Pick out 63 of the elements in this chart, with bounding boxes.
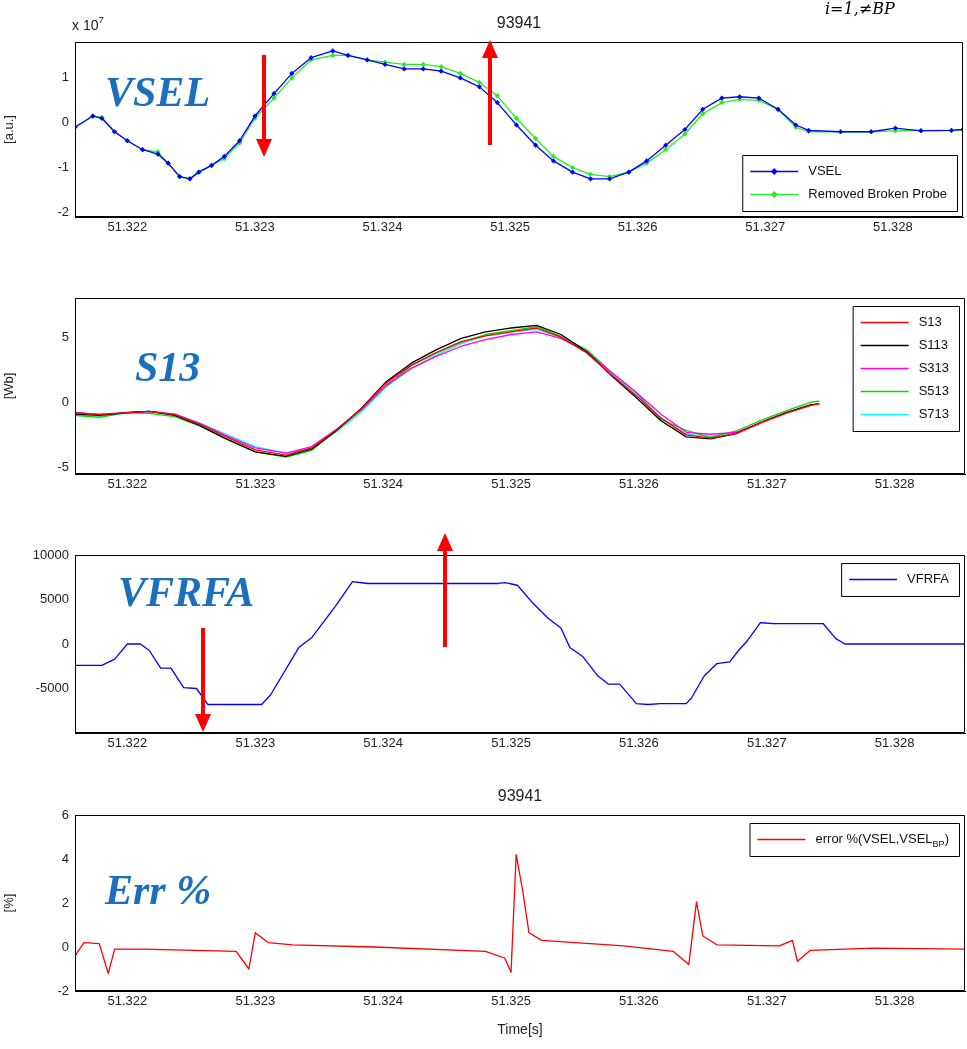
x-tick-label: 51.324: [363, 993, 404, 1009]
y-axis-title: [a.u.]: [1, 115, 17, 144]
x-tick-label: 51.325: [491, 993, 531, 1009]
y-tick-label: 0: [61, 938, 69, 954]
x-tick-label: 51.328: [874, 993, 915, 1009]
legend-label: S113: [918, 337, 949, 353]
legend-label: S313: [918, 360, 950, 376]
chart-title: 93941: [496, 14, 542, 32]
x-tick-label: 51.326: [619, 735, 659, 751]
x-tick-label: 51.325: [490, 219, 530, 235]
x-tick-label: 51.322: [107, 476, 148, 492]
y-tick-label: 6: [61, 806, 69, 822]
y-axis-title: [Wb]: [1, 372, 17, 400]
y-tick-label: 0: [61, 114, 69, 130]
x-tick-label: 51.324: [363, 476, 404, 492]
y-tick-label: 5000: [40, 591, 69, 607]
chart-title: 93941: [497, 787, 543, 805]
x-tick-label: 51.322: [107, 735, 148, 751]
y-tick-label: -5000: [35, 680, 69, 696]
x-tick-label: 51.325: [491, 735, 531, 751]
text: i=1,≠BP: [825, 0, 895, 19]
x-tick-label: 51.324: [363, 735, 404, 751]
x-tick-label: 51.326: [617, 219, 658, 235]
y-tick-label: -2: [57, 982, 69, 998]
legend-label: S713: [918, 406, 950, 422]
annotation: VFRFA: [118, 568, 255, 615]
y-tick-label: 5: [61, 328, 69, 344]
y-tick-label: 0: [61, 393, 69, 409]
legend-label: S13: [918, 314, 942, 330]
legend-label: Removed Broken Probe: [808, 186, 948, 202]
x-tick-label: 51.323: [235, 993, 276, 1009]
y-tick-label: 1: [61, 69, 69, 85]
x-tick-label: 51.327: [745, 219, 786, 235]
x-tick-label: 51.328: [874, 735, 915, 751]
y-tick-label: -1: [57, 159, 69, 175]
x-tick-label: 51.328: [872, 219, 913, 235]
x-tick-label: 51.325: [491, 476, 531, 492]
annotation: Err %: [104, 866, 212, 913]
y-tick-label: 4: [61, 850, 69, 866]
x-tick-label: 51.327: [746, 993, 787, 1009]
x-tick-label: 51.323: [235, 476, 276, 492]
x-tick-label: 51.327: [746, 476, 787, 492]
legend-label: VSEL: [808, 163, 842, 179]
x-tick-label: 51.326: [619, 993, 659, 1009]
legend-label: S513: [918, 383, 950, 399]
y-axis-title: [%]: [1, 893, 17, 913]
x-axis-title: Time[s]: [497, 1021, 543, 1038]
annotation: VSEL: [105, 68, 211, 115]
x-tick-label: 51.322: [107, 993, 148, 1009]
y-tick-label: 10000: [32, 546, 69, 562]
x-tick-label: 51.326: [619, 476, 659, 492]
y-tick-label: -5: [57, 459, 69, 475]
x-tick-label: 51.323: [235, 735, 276, 751]
y-tick-label: 0: [61, 635, 69, 651]
annotation: S13: [135, 343, 201, 390]
x-tick-label: 51.323: [235, 219, 275, 235]
x-tick-label: 51.327: [746, 735, 787, 751]
x-tick-label: 51.324: [362, 219, 403, 235]
x-tick-label: 51.322: [107, 219, 148, 235]
x-tick-label: 51.328: [874, 476, 915, 492]
legend-label: VFRFA: [907, 571, 950, 587]
y-tick-label: -2: [57, 204, 69, 220]
y-tick-label: 2: [61, 894, 69, 910]
